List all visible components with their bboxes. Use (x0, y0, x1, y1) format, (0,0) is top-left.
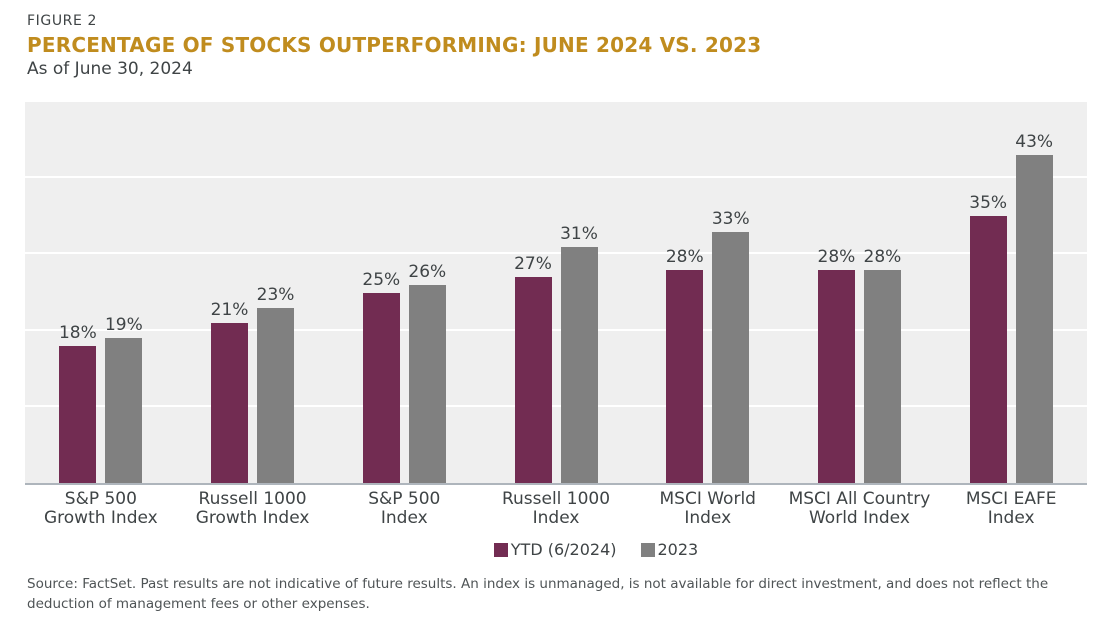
gridline-10 (25, 404, 1087, 407)
legend-item: 2023 (640, 540, 699, 559)
legend-item: YTD (6/2024) (493, 540, 617, 559)
bar-ytd-6-2024- (211, 322, 249, 483)
bar-value-label: 27% (514, 254, 552, 275)
gridline-40 (25, 176, 1087, 179)
bar-group-7: 35% 43% (935, 102, 1087, 483)
category-label-7: MSCI EAFE Index (965, 489, 1057, 528)
gridline-20 (25, 328, 1087, 331)
bar-ytd-6-2024- (969, 216, 1007, 483)
legend: YTD (6/2024) 2023 (65, 541, 1111, 559)
bar-value-label: 19% (104, 315, 143, 336)
bar-column: 35% (969, 102, 1008, 483)
bar-group-4: 27% 31% (480, 102, 632, 483)
bar-2023 (560, 246, 598, 483)
bar-column: 26% (408, 102, 447, 483)
bar-value-label: 28% (665, 246, 704, 267)
bar-column: 21% (211, 102, 248, 483)
legend-label: 2023 (657, 540, 699, 559)
bar-value-label: 43% (1015, 132, 1054, 153)
bar-ytd-6-2024- (666, 269, 704, 483)
bar-column: 31% (560, 102, 598, 483)
bar-column: 33% (711, 102, 750, 483)
source-note: Source: FactSet. Past results are not in… (27, 576, 1049, 612)
bar-2023 (408, 284, 446, 483)
bar-2023 (863, 269, 901, 483)
bar-group-5: 28% 33% (632, 102, 784, 483)
chart-title: PERCENTAGE OF STOCKS OUTPERFORMING: JUNE… (27, 33, 762, 57)
bar-ytd-6-2024- (817, 269, 855, 483)
bar-2023 (105, 338, 143, 483)
category-label-5: MSCI World Index (659, 489, 756, 528)
bar-group-3: 25% 26% (328, 102, 480, 483)
legend-swatch-icon (640, 543, 655, 557)
bar-group-2: 21% 23% (177, 102, 329, 483)
category-label-6: MSCI All Country World Index (788, 489, 931, 528)
bar-group-6: 28% 28% (784, 102, 936, 483)
bar-value-label: 31% (560, 223, 598, 244)
bar-2023 (712, 231, 750, 483)
bar-column: 28% (864, 102, 901, 483)
plot-area: 18% 19% 21% 23% 25% 26% 27% 31% 28% 33% 28% 28% 35% 4… (25, 102, 1087, 483)
bar-value-label: 25% (362, 269, 401, 290)
bar-groups: 18% 19% 21% 23% 25% 26% 27% 31% 28% 33% 28% 28% 35% 4… (25, 102, 1087, 483)
figure-label: FIGURE 2 (27, 13, 98, 29)
bar-column: 28% (818, 102, 855, 483)
bar-2023 (257, 307, 295, 483)
category-label-3: S&P 500 Index (368, 489, 441, 528)
gridline-30 (25, 252, 1087, 255)
legend-label: YTD (6/2024) (510, 540, 617, 559)
bar-column: 19% (104, 102, 143, 483)
bar-2023 (1015, 155, 1053, 483)
category-label-2: Russell 1000 Growth Index (195, 489, 310, 528)
x-axis-line (25, 483, 1087, 485)
bar-column: 27% (514, 102, 552, 483)
bar-value-label: 28% (817, 246, 856, 267)
chart-header: FIGURE 2 PERCENTAGE OF STOCKS OUTPERFORM… (27, 13, 761, 80)
bar-value-label: 18% (58, 322, 97, 343)
bar-value-label: 35% (969, 193, 1008, 214)
category-label-4: Russell 1000 Index (501, 489, 611, 528)
chart-subtitle: As of June 30, 2024 (27, 59, 193, 79)
bar-ytd-6-2024- (59, 345, 97, 483)
bar-value-label: 23% (256, 284, 295, 305)
bar-value-label: 26% (408, 261, 447, 282)
bar-column: 28% (665, 102, 704, 483)
bar-ytd-6-2024- (362, 292, 400, 483)
bar-column: 25% (362, 102, 401, 483)
bar-group-1: 18% 19% (25, 102, 177, 483)
bar-column: 23% (257, 102, 294, 483)
bar-value-label: 21% (210, 299, 249, 320)
bar-column: 43% (1015, 102, 1054, 483)
bar-value-label: 33% (711, 208, 750, 229)
category-axis: S&P 500 Growth Index Russell 1000 Growth … (25, 490, 1087, 528)
bar-ytd-6-2024- (514, 277, 552, 483)
bar-column: 18% (58, 102, 97, 483)
legend-swatch-icon (493, 543, 508, 557)
category-label-1: S&P 500 Growth Index (43, 489, 158, 528)
bar-value-label: 28% (863, 246, 902, 267)
